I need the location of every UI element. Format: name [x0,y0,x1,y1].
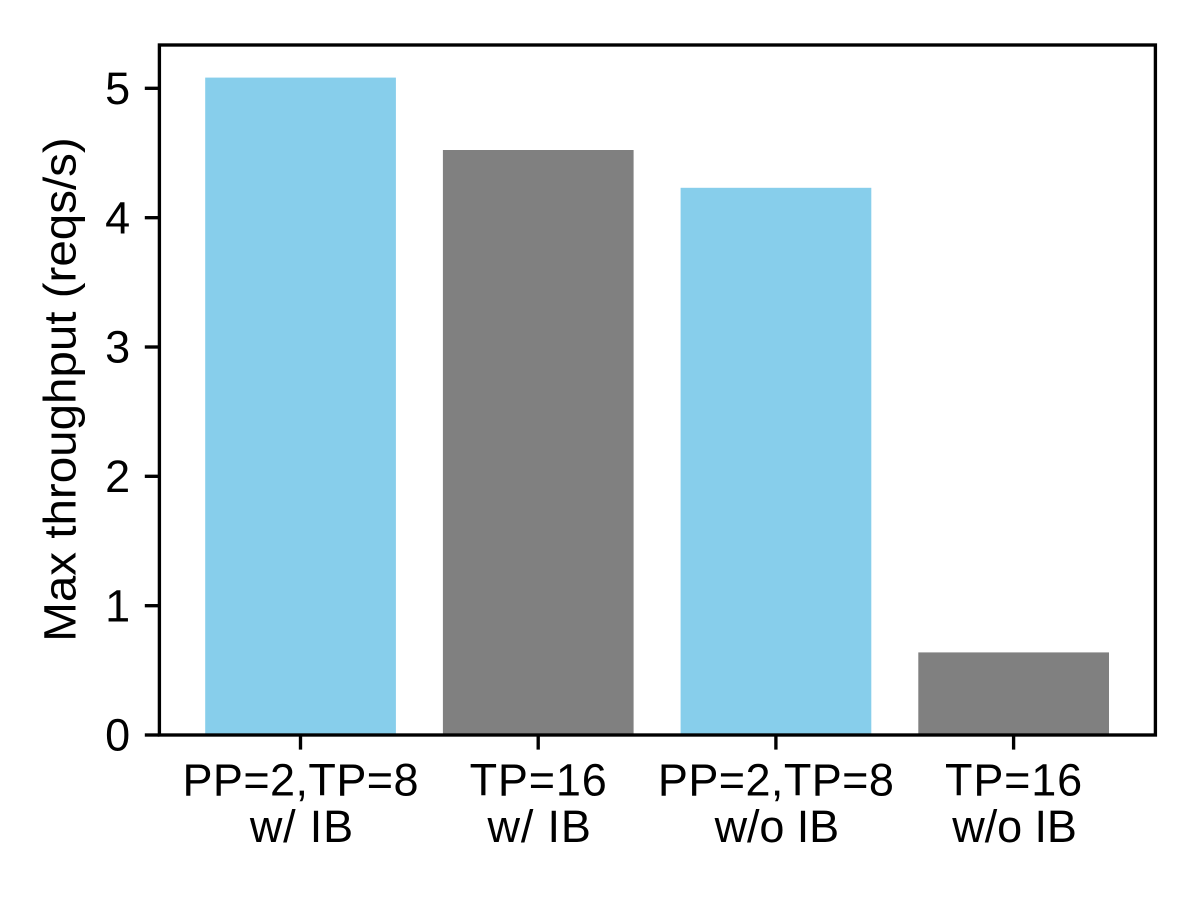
svg-text:4: 4 [105,192,130,243]
svg-text:w/ IB: w/ IB [249,801,353,852]
svg-text:PP=2,TP=8: PP=2,TP=8 [658,755,894,806]
svg-text:w/o IB: w/o IB [714,801,840,852]
svg-text:TP=16: TP=16 [470,755,607,806]
svg-text:PP=2,TP=8: PP=2,TP=8 [183,755,419,806]
svg-text:3: 3 [105,322,130,373]
svg-text:5: 5 [105,63,130,114]
svg-text:TP=16: TP=16 [945,755,1082,806]
svg-text:Max throughput (reqs/s): Max throughput (reqs/s) [35,137,86,642]
svg-text:1: 1 [105,580,130,631]
svg-text:0: 0 [105,710,130,761]
svg-text:2: 2 [105,451,130,502]
svg-text:w/ IB: w/ IB [487,801,591,852]
svg-text:w/o IB: w/o IB [951,801,1077,852]
